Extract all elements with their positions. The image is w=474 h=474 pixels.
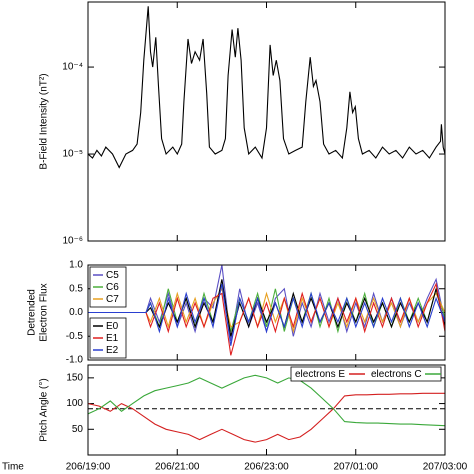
x-tick-label: 207/03:00 — [423, 462, 468, 473]
legend-label: electrons C — [371, 369, 422, 380]
data-line — [88, 392, 445, 443]
y-axis-label: Electron Flux — [39, 283, 50, 341]
x-axis-label: Time — [2, 462, 24, 473]
data-line — [88, 279, 445, 337]
legend-label: C7 — [106, 294, 119, 305]
y-tick-label: -0.5 — [66, 331, 84, 342]
y-axis-label: B-Field Intensity (nT²) — [39, 73, 50, 169]
data-line — [88, 283, 445, 346]
plot-frame — [87, 264, 446, 361]
x-tick-label: 207/01:00 — [334, 462, 379, 473]
data-line — [88, 374, 445, 427]
legend-label: E1 — [106, 333, 119, 344]
y-axis-label: Pitch Angle (°) — [39, 378, 50, 441]
y-tick-label: 100 — [66, 398, 83, 409]
data-line — [88, 283, 445, 334]
legend-label: C5 — [106, 270, 119, 281]
y-tick-label: 10⁻⁵ — [62, 149, 83, 160]
y-tick-label: 10⁻⁶ — [62, 236, 83, 247]
y-axis-label: Detrended — [27, 289, 38, 336]
y-tick-label: 0.5 — [69, 283, 83, 294]
x-tick-label: 206/23:00 — [244, 462, 289, 473]
data-line — [88, 6, 445, 169]
legend-label: electrons E — [295, 369, 345, 380]
y-tick-label: 150 — [66, 372, 83, 383]
x-tick-label: 206/19:00 — [66, 462, 111, 473]
legend-label: C6 — [106, 282, 119, 293]
legend-label: E0 — [106, 321, 119, 332]
y-tick-label: -1.0 — [66, 355, 84, 366]
y-tick-label: 50 — [72, 424, 84, 435]
plot-frame — [87, 1, 446, 242]
data-line — [88, 287, 445, 334]
y-tick-label: 10⁻⁴ — [62, 62, 83, 73]
plot-frame — [87, 364, 446, 456]
x-tick-label: 206/21:00 — [155, 462, 200, 473]
y-tick-label: 1.0 — [69, 260, 83, 271]
legend-label: E2 — [106, 345, 119, 356]
y-tick-label: 0.0 — [69, 307, 83, 318]
